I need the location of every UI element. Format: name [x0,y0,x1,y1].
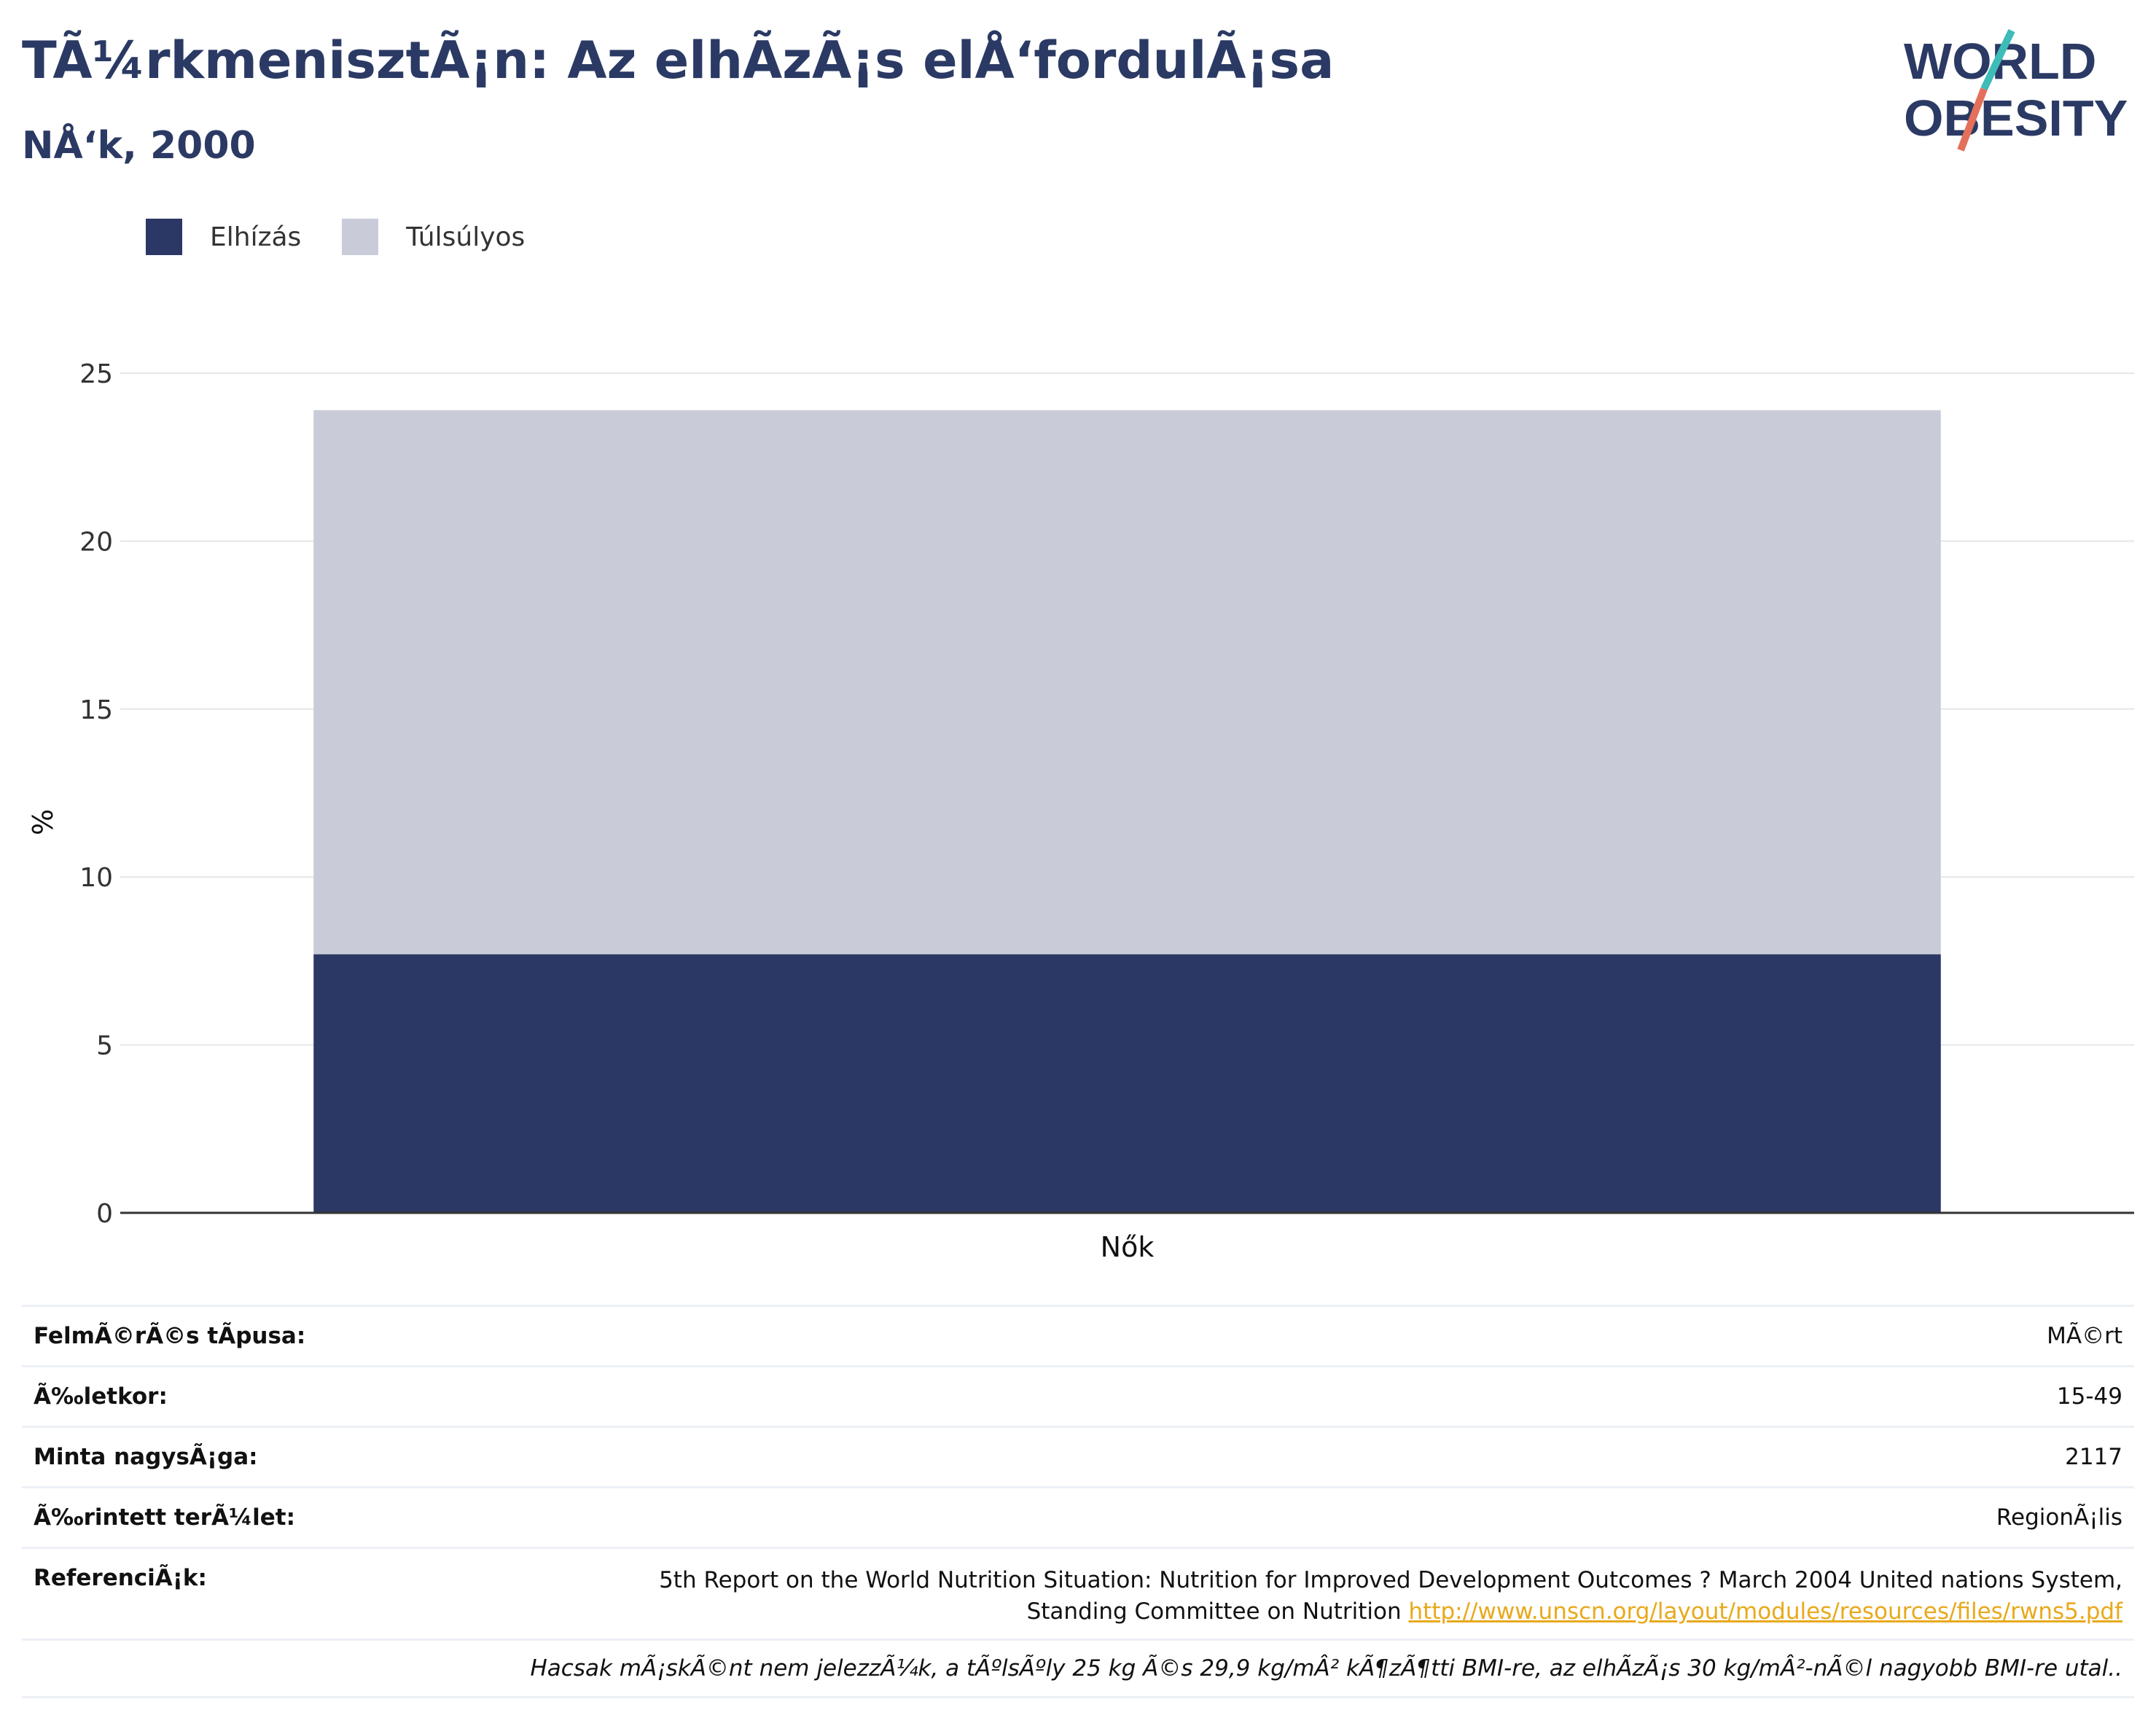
y-axis-label: % [27,809,59,835]
meta-value: MÃ©rt [2047,1323,2122,1349]
bar-overweight [313,410,1941,955]
meta-row-sample-size: Minta nagysÃ¡ga: 2117 [22,1426,2134,1486]
y-tick-label: 10 [79,863,113,893]
y-tick-label: 20 [79,527,113,557]
meta-row-area: Ã‰rintett terÃ¼let: RegionÃ¡lis [22,1486,2134,1547]
meta-label: Ã‰letkor: [34,1383,168,1410]
logo-slash-red [1957,87,1988,152]
world-obesity-logo: WORLD OBESITY [1904,29,2128,152]
logo-slash-teal [1980,29,2015,91]
y-tick-label: 15 [79,695,113,725]
reference-line1: 5th Report on the World Nutrition Situat… [659,1567,2122,1593]
y-tick-label: 0 [96,1199,113,1229]
meta-label: FelmÃ©rÃ©s tÃpusa: [34,1323,306,1349]
chart-legend: Elhízás Túlsúlyos [146,219,566,255]
y-tick-label: 25 [79,359,113,389]
legend-label-overweight: Túlsúlyos [406,222,526,252]
meta-label: Minta nagysÃ¡ga: [34,1444,258,1470]
chart-subtitle: NÅ‘k, 2000 [22,124,256,168]
reference-line2-wrap: Standing Committee on Nutrition http://w… [659,1596,2122,1628]
meta-row-survey-type: FelmÃ©rÃ©s tÃpusa: MÃ©rt [22,1305,2134,1365]
reference-link[interactable]: http://www.unscn.org/layout/modules/reso… [1408,1598,2122,1625]
meta-row-age: Ã‰letkor: 15-49 [22,1365,2134,1426]
survey-metadata-table: FelmÃ©rÃ©s tÃpusa: MÃ©rt Ã‰letkor: 15-49… [22,1305,2134,1698]
legend-swatch-obese [146,219,182,255]
meta-row-note: Hacsak mÃ¡skÃ©nt nem jelezzÃ¼k, a tÃºlsÃ… [22,1639,2134,1698]
legend-swatch-overweight [342,219,379,255]
x-tick-label: Nők [1101,1231,1155,1263]
bar-obese [313,954,1941,1213]
meta-label: Ã‰rintett terÃ¼let: [34,1504,295,1531]
y-tick-label: 5 [96,1031,113,1061]
meta-label: ReferenciÃ¡k: [34,1565,207,1591]
legend-label-obese: Elhízás [210,222,302,252]
reference-line2: Standing Committee on Nutrition [1026,1598,1402,1625]
meta-row-references: ReferenciÃ¡k: 5th Report on the World Nu… [22,1547,2134,1639]
chart-title: TÃ¼rkmenisztÃ¡n: Az elhÃ­zÃ¡s elÅ‘fordul… [22,31,1335,90]
meta-value: 15-49 [2056,1383,2122,1410]
legend-item-obese[interactable]: Elhízás [146,219,301,255]
reference-text: 5th Report on the World Nutrition Situat… [659,1565,2122,1628]
bmi-footnote: Hacsak mÃ¡skÃ©nt nem jelezzÃ¼k, a tÃºlsÃ… [530,1655,2122,1682]
logo-text-line2: OBESITY [1904,90,2128,147]
meta-value: 2117 [2065,1444,2122,1470]
legend-item-overweight[interactable]: Túlsúlyos [342,219,525,255]
meta-value: RegionÃ¡lis [1996,1504,2122,1531]
bar-chart: 0 5 10 15 20 25% Nők [27,359,2134,1263]
